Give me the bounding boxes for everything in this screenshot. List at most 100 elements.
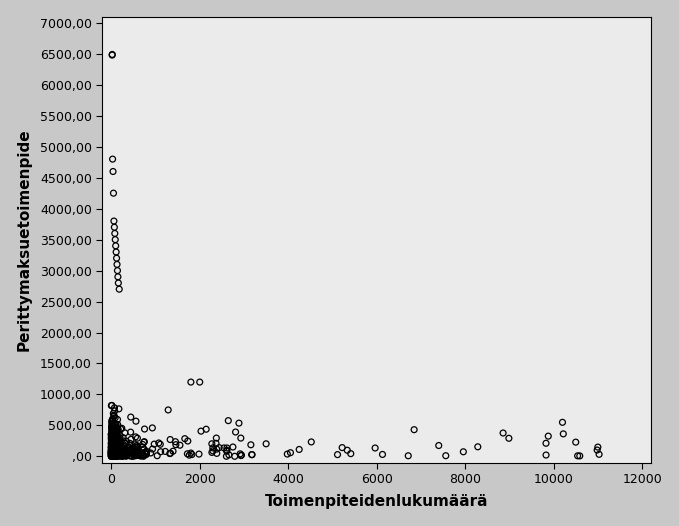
Point <box>458 448 469 456</box>
Point <box>107 436 117 444</box>
Point <box>574 452 585 460</box>
Point <box>107 451 117 460</box>
Point <box>106 432 117 440</box>
Point <box>109 446 120 454</box>
Point <box>106 449 117 457</box>
Point <box>106 424 117 432</box>
Point <box>108 441 119 450</box>
Point <box>107 450 117 458</box>
Point <box>113 279 124 287</box>
Point <box>211 445 222 453</box>
Point <box>107 451 117 459</box>
Point <box>106 444 117 453</box>
Point <box>107 450 117 459</box>
Point <box>128 452 139 460</box>
Point <box>106 447 117 455</box>
Point <box>117 452 128 460</box>
Point <box>107 451 118 459</box>
Point <box>141 447 152 456</box>
Point <box>109 447 120 455</box>
Point <box>107 439 117 448</box>
Point <box>107 437 117 446</box>
Point <box>118 450 129 459</box>
Point <box>111 448 122 457</box>
Point <box>109 437 120 446</box>
Point <box>107 440 117 449</box>
Point <box>236 451 246 460</box>
Point <box>109 445 120 453</box>
Point <box>112 451 123 460</box>
Point <box>109 447 120 455</box>
Point <box>123 442 134 451</box>
Point <box>557 418 568 427</box>
Point <box>108 450 119 458</box>
Point <box>160 447 170 456</box>
Point <box>108 450 119 459</box>
Point <box>107 448 118 456</box>
Point <box>108 448 119 456</box>
Point <box>107 446 118 454</box>
Point <box>130 443 141 452</box>
Point <box>126 413 136 421</box>
Point <box>111 449 122 458</box>
Point <box>236 434 246 442</box>
Point <box>109 437 120 445</box>
Point <box>294 445 305 453</box>
Point <box>109 446 120 454</box>
Point <box>106 447 117 455</box>
Point <box>114 440 125 449</box>
Point <box>106 451 117 460</box>
Point <box>107 442 117 451</box>
Point <box>109 442 120 450</box>
Point <box>110 423 121 432</box>
Point <box>106 452 117 460</box>
Point <box>110 413 121 422</box>
Point <box>108 446 119 454</box>
Point <box>139 438 149 447</box>
Point <box>108 189 119 197</box>
Point <box>113 443 124 451</box>
Point <box>107 430 117 439</box>
Point <box>111 440 122 449</box>
Point <box>108 425 119 433</box>
Point <box>125 451 136 460</box>
Point <box>139 425 150 433</box>
Point <box>113 441 124 449</box>
Point <box>107 442 117 450</box>
Point <box>107 417 117 426</box>
Point <box>155 440 166 449</box>
Point <box>107 449 118 458</box>
Point <box>540 439 551 448</box>
Point <box>107 442 118 450</box>
Point <box>543 432 553 440</box>
Point <box>109 412 120 421</box>
Point <box>108 426 119 434</box>
Point <box>107 401 117 410</box>
Point <box>107 450 117 459</box>
Point <box>128 450 139 459</box>
Point <box>106 449 117 458</box>
Point <box>109 434 120 442</box>
Point <box>126 435 136 443</box>
Point <box>112 444 123 453</box>
Point <box>109 450 120 458</box>
Point <box>109 229 120 238</box>
Point <box>106 452 117 460</box>
Point <box>106 448 117 456</box>
Point <box>110 448 121 457</box>
Point <box>107 449 117 457</box>
Point <box>107 439 117 448</box>
Point <box>107 439 117 448</box>
Point <box>107 449 117 458</box>
Point <box>108 442 119 451</box>
Point <box>107 450 117 459</box>
Point <box>107 435 118 443</box>
Point <box>153 439 164 447</box>
Point <box>107 440 117 448</box>
Point <box>109 450 120 458</box>
Point <box>107 452 118 461</box>
Point <box>113 429 124 437</box>
Point <box>108 439 119 447</box>
Point <box>108 432 119 441</box>
Point <box>109 450 120 458</box>
